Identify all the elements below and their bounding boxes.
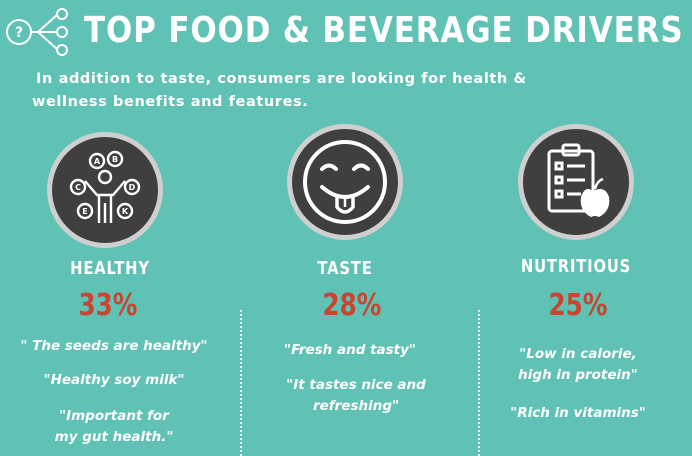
question-network-icon: ?: [4, 6, 70, 58]
svg-text:B: B: [112, 155, 118, 164]
quote-nutritious-1: "Low in calorie, high in protein": [518, 346, 638, 383]
driver-label-taste: TASTE: [317, 258, 373, 279]
driver-label-healthy: HEALTHY: [70, 258, 150, 279]
checklist-apple-icon: [518, 124, 634, 240]
quote-healthy-3: "Important for my gut health.": [54, 408, 174, 445]
driver-label-nutritious: NUTRITIOUS: [520, 256, 632, 277]
vitamin-person-icon: A B C D E K: [47, 132, 163, 248]
page-title: TOP FOOD & BEVERAGE DRIVERS: [84, 10, 684, 51]
quote-healthy-1: " The seeds are healthy": [20, 338, 208, 354]
driver-percent-nutritious: 25%: [548, 288, 608, 323]
smiley-tongue-icon: [287, 124, 403, 240]
driver-percent-healthy: 33%: [78, 288, 138, 323]
svg-text:E: E: [82, 207, 87, 216]
quote-nutritious-2: "Rich in vitamins": [510, 405, 646, 421]
quote-healthy-2: "Healthy soy milk": [43, 372, 185, 388]
quote-taste-2: "It tastes nice and refreshing": [286, 377, 426, 414]
svg-text:D: D: [129, 183, 136, 192]
column-divider-2: [478, 310, 480, 456]
svg-text:C: C: [75, 183, 81, 192]
column-divider-1: [240, 310, 242, 456]
driver-percent-taste: 28%: [322, 288, 382, 323]
subtitle-line-2: wellness benefits and features.: [32, 94, 309, 110]
quote-taste-1: "Fresh and tasty": [284, 342, 416, 358]
svg-text:K: K: [122, 207, 129, 216]
svg-text:?: ?: [15, 25, 23, 41]
svg-text:A: A: [94, 157, 101, 166]
subtitle-line-1: In addition to taste, consumers are look…: [36, 71, 527, 87]
page-subtitle: In addition to taste, consumers are look…: [32, 68, 636, 114]
